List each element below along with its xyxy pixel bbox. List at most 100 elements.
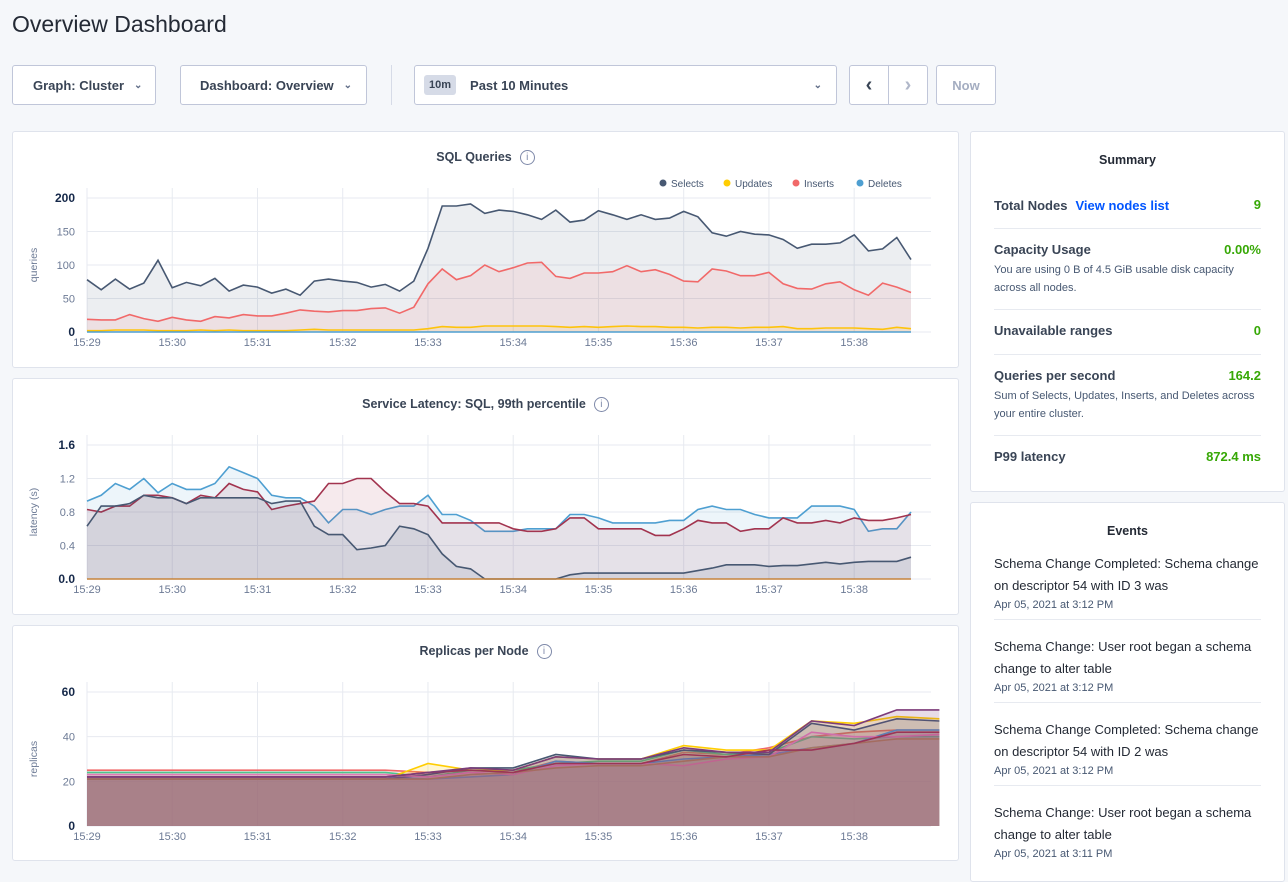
y-tick-label: 150 xyxy=(57,227,75,239)
sql-queries-chart: 0 50 100 150 200 15:29 15:30 15:31 15:32 15:33 15:… xyxy=(28,179,931,349)
series-line xyxy=(86,477,912,537)
series-area xyxy=(87,730,940,826)
x-tick-label: 15:36 xyxy=(670,584,698,596)
legend-label: Deletes xyxy=(868,179,902,190)
event-item[interactable]: Schema Change: User root began a schema … xyxy=(994,802,1261,868)
chevron-right-icon: › xyxy=(904,73,912,96)
x-tick-label: 15:36 xyxy=(670,337,698,349)
event-item[interactable]: Schema Change Completed: Schema change o… xyxy=(994,553,1261,620)
service-latency-chart: 0.0 0.4 0.8 1.2 1.6 15:29 15:30 15:31 15:32 15:33… xyxy=(28,435,931,596)
replicas-chart: 0 20 40 60 15:29 15:30 15:31 15:32 15:33 15:34 15:… xyxy=(28,682,940,843)
series-area xyxy=(87,738,940,826)
event-text: Schema Change Completed: Schema change o… xyxy=(994,556,1259,593)
summary-qps: Queries per second 164.2 Sum of Selects, U… xyxy=(994,368,1261,436)
y-tick-label: 1.2 xyxy=(60,474,75,486)
sql-queries-card: SQL Queries i 0 50 100 150 200 15:29 15:30 15:31… xyxy=(12,131,959,368)
chevron-down-icon: ⌄ xyxy=(134,79,143,91)
x-tick-label: 15:33 xyxy=(414,831,442,843)
event-text: Schema Change: User root began a schema … xyxy=(994,805,1252,842)
event-time: Apr 05, 2021 at 3:12 PM xyxy=(994,682,1114,694)
x-tick-label: 15:30 xyxy=(158,337,186,349)
x-tick-label: 15:34 xyxy=(499,337,527,349)
events-card: Events Schema Change Completed: Schema c… xyxy=(970,502,1285,882)
x-tick-label: 15:37 xyxy=(755,831,783,843)
info-icon[interactable]: i xyxy=(536,644,552,660)
legend-swatch xyxy=(856,179,864,187)
event-text: Schema Change Completed: Schema change o… xyxy=(994,722,1259,759)
qps-label: Queries per second xyxy=(994,368,1116,383)
time-range-badge: 10m xyxy=(424,75,457,95)
x-tick-label: 15:29 xyxy=(73,584,101,596)
legend-swatch xyxy=(659,179,667,187)
capacity-desc: You are using 0 B of 4.5 GiB usable disk… xyxy=(994,264,1234,294)
info-icon[interactable]: i xyxy=(593,397,609,413)
y-axis-label: latency (s) xyxy=(28,488,40,536)
event-time: Apr 05, 2021 at 3:12 PM xyxy=(994,765,1114,777)
legend-label: Updates xyxy=(735,179,772,190)
total-nodes-label: Total Nodes xyxy=(994,198,1068,213)
x-tick-label: 15:38 xyxy=(840,584,868,596)
y-axis-label: replicas xyxy=(28,741,40,777)
legend-label: Inserts xyxy=(804,179,834,190)
y-tick-label: 20 xyxy=(63,776,75,788)
series-area xyxy=(87,466,911,579)
chart-title: Service Latency: SQL, 99th percentile i xyxy=(13,397,958,413)
graph-selector[interactable]: Graph: Cluster ⌄ xyxy=(12,65,156,105)
series-area xyxy=(87,730,940,826)
series-area xyxy=(87,709,940,826)
x-tick-label: 15:38 xyxy=(840,337,868,349)
event-item[interactable]: Schema Change: User root began a schema … xyxy=(994,636,1261,703)
capacity-label: Capacity Usage xyxy=(994,242,1091,257)
x-tick-label: 15:35 xyxy=(585,337,613,349)
summary-capacity: Capacity Usage 0.00% You are using 0 B of … xyxy=(994,242,1261,310)
summary-unavailable: Unavailable ranges 0 xyxy=(994,323,1261,355)
event-time: Apr 05, 2021 at 3:11 PM xyxy=(994,848,1113,860)
series-line xyxy=(86,261,912,323)
y-tick-label: 0 xyxy=(68,325,75,339)
graph-selector-label: Graph: Cluster xyxy=(33,77,125,93)
dashboard-selector[interactable]: Dashboard: Overview ⌄ xyxy=(180,65,367,105)
p99-label: P99 latency xyxy=(994,449,1066,464)
summary-title: Summary xyxy=(1099,153,1156,167)
x-tick-label: 15:37 xyxy=(755,584,783,596)
time-range-selector[interactable]: 10m Past 10 Minutes ⌄ xyxy=(414,65,837,105)
y-tick-label: 0.4 xyxy=(60,541,75,553)
capacity-value: 0.00% xyxy=(1224,242,1261,257)
x-tick-label: 15:35 xyxy=(585,584,613,596)
info-icon[interactable]: i xyxy=(519,150,535,166)
series-area xyxy=(87,716,940,826)
chevron-left-icon: ‹ xyxy=(865,73,873,96)
total-nodes-value: 9 xyxy=(1253,197,1261,212)
chevron-down-icon: ⌄ xyxy=(813,79,822,91)
series-area xyxy=(87,204,911,332)
x-tick-label: 15:38 xyxy=(840,831,868,843)
chart-title-text: SQL Queries xyxy=(436,150,512,164)
y-tick-label: 200 xyxy=(55,191,75,205)
qps-desc: Sum of Selects, Updates, Inserts, and De… xyxy=(994,390,1255,420)
y-tick-label: 0.8 xyxy=(60,507,75,519)
series-line xyxy=(87,731,940,778)
x-tick-label: 15:31 xyxy=(244,831,272,843)
series-line xyxy=(87,709,940,778)
x-tick-label: 15:32 xyxy=(329,337,357,349)
series-area xyxy=(87,478,911,579)
previous-range-button[interactable]: ‹ xyxy=(849,65,889,105)
x-tick-label: 15:33 xyxy=(414,584,442,596)
view-nodes-link[interactable]: View nodes list xyxy=(1075,198,1170,213)
p99-value: 872.4 ms xyxy=(1206,449,1261,464)
legend-label: Selects xyxy=(671,179,704,190)
series-line xyxy=(86,203,912,297)
event-text: Schema Change: User root began a schema … xyxy=(994,639,1252,676)
event-item[interactable]: Schema Change Completed: Schema change o… xyxy=(994,719,1261,786)
series-area xyxy=(87,495,911,579)
dashboard-selector-label: Dashboard: Overview xyxy=(200,77,334,93)
event-time: Apr 05, 2021 at 3:12 PM xyxy=(994,599,1114,611)
now-button[interactable]: Now xyxy=(936,65,996,105)
x-tick-label: 15:36 xyxy=(670,831,698,843)
next-range-button[interactable]: › xyxy=(888,65,928,105)
x-tick-label: 15:37 xyxy=(755,337,783,349)
series-line xyxy=(86,465,912,533)
x-tick-label: 15:29 xyxy=(73,831,101,843)
x-tick-label: 15:35 xyxy=(585,831,613,843)
x-tick-label: 15:29 xyxy=(73,337,101,349)
